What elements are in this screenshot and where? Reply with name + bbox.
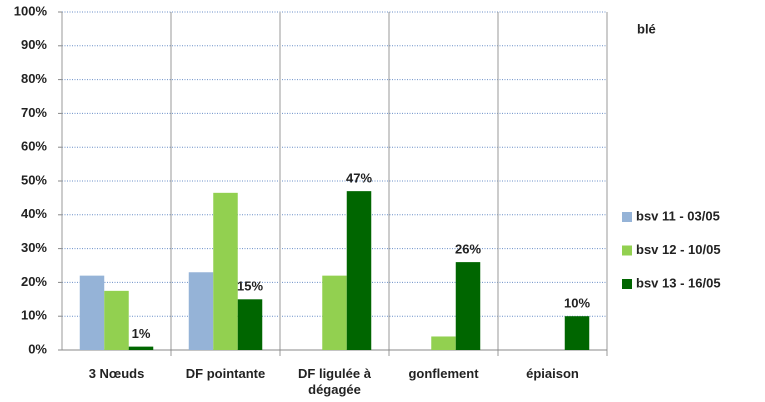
bar [213, 192, 238, 350]
bar [431, 336, 456, 350]
legend-label: bsv 13 - 16/05 [636, 275, 721, 290]
y-tick-label: 70% [21, 105, 47, 120]
bar [346, 191, 372, 350]
x-tick-label: DF pointante [185, 366, 266, 381]
bar [322, 275, 347, 350]
x-tick-label: épiaison [526, 366, 579, 381]
bar [128, 346, 154, 350]
legend-label: bsv 12 - 10/05 [636, 242, 721, 257]
bar [79, 275, 105, 350]
y-tick-label: 50% [21, 172, 47, 187]
bar [104, 290, 129, 350]
data-label: 26% [455, 242, 481, 257]
legend-label: bsv 11 - 03/05 [636, 208, 720, 223]
bar [455, 262, 481, 350]
x-tick-label: DF ligulée à dégagée [298, 366, 371, 397]
legend-swatch [622, 212, 632, 222]
y-tick-label: 80% [21, 71, 47, 86]
data-label: 47% [346, 171, 372, 186]
data-label: 10% [564, 296, 590, 311]
x-tick-label: gonflement [408, 366, 479, 381]
data-label: 1% [132, 326, 151, 341]
y-tick-label: 90% [21, 37, 47, 52]
data-label: 15% [237, 279, 263, 294]
bar [237, 299, 263, 350]
legend-swatch [622, 245, 632, 256]
y-tick-label: 20% [21, 274, 47, 289]
y-tick-label: 30% [21, 240, 47, 255]
x-tick-label: 3 Nœuds [88, 366, 145, 381]
chart-title: blé [637, 21, 656, 36]
y-tick-label: 10% [21, 308, 47, 323]
legend-swatch [622, 279, 632, 289]
y-tick-label: 60% [21, 139, 47, 154]
bar [564, 316, 590, 350]
bar [188, 272, 214, 350]
y-tick-label: 0% [28, 341, 47, 356]
y-tick-label: 100% [14, 3, 48, 18]
y-tick-label: 40% [21, 206, 47, 221]
